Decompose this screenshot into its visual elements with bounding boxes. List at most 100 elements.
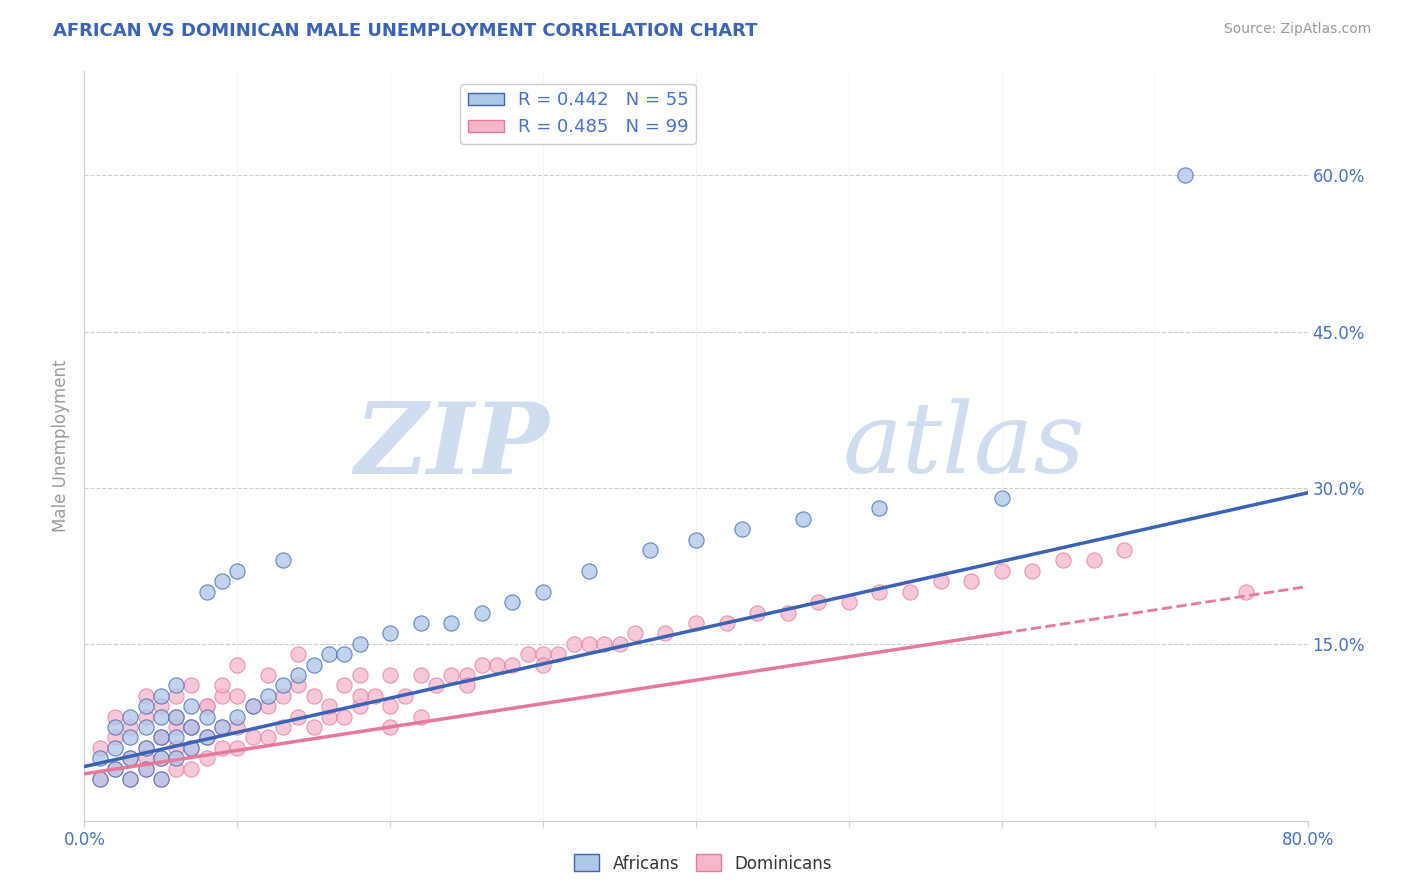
Point [654, 626, 676, 640]
Point [242, 731, 264, 745]
Point [120, 720, 142, 734]
Point [226, 689, 249, 703]
Point [180, 678, 202, 692]
Point [242, 699, 264, 714]
Point [531, 647, 554, 661]
Point [257, 668, 280, 682]
Point [349, 668, 371, 682]
Point [287, 647, 309, 661]
Point [211, 689, 233, 703]
Point [89, 751, 111, 765]
Point [638, 543, 661, 558]
Point [135, 762, 157, 776]
Point [165, 689, 187, 703]
Point [149, 772, 172, 786]
Point [380, 626, 402, 640]
Point [149, 731, 172, 745]
Point [149, 731, 172, 745]
Text: AFRICAN VS DOMINICAN MALE UNEMPLOYMENT CORRELATION CHART: AFRICAN VS DOMINICAN MALE UNEMPLOYMENT C… [53, 22, 758, 40]
Point [409, 615, 432, 630]
Point [226, 720, 249, 734]
Point [1052, 553, 1074, 567]
Point [120, 772, 142, 786]
Point [440, 668, 463, 682]
Point [456, 678, 478, 692]
Point [165, 751, 187, 765]
Point [547, 647, 569, 661]
Point [287, 678, 309, 692]
Point [211, 678, 233, 692]
Point [195, 731, 218, 745]
Point [624, 626, 647, 640]
Point [226, 657, 249, 672]
Point [257, 699, 280, 714]
Point [502, 657, 524, 672]
Point [898, 584, 921, 599]
Point [242, 699, 264, 714]
Point [135, 699, 157, 714]
Point [211, 720, 233, 734]
Point [349, 637, 371, 651]
Point [104, 762, 127, 776]
Point [516, 647, 538, 661]
Point [120, 709, 142, 723]
Point [486, 657, 509, 672]
Text: atlas: atlas [842, 399, 1085, 493]
Point [104, 731, 127, 745]
Point [149, 709, 172, 723]
Point [991, 564, 1014, 578]
Point [792, 512, 814, 526]
Point [869, 501, 891, 516]
Point [302, 657, 325, 672]
Point [271, 678, 294, 692]
Point [180, 720, 202, 734]
Point [807, 595, 830, 609]
Point [578, 637, 600, 651]
Point [165, 709, 187, 723]
Point [471, 606, 494, 620]
Point [149, 699, 172, 714]
Point [1083, 553, 1105, 567]
Point [104, 709, 127, 723]
Point [318, 699, 340, 714]
Point [135, 751, 157, 765]
Point [302, 689, 325, 703]
Point [226, 564, 249, 578]
Point [165, 678, 187, 692]
Point [562, 637, 585, 651]
Point [991, 491, 1014, 505]
Legend: R = 0.442   N = 55, R = 0.485   N = 99: R = 0.442 N = 55, R = 0.485 N = 99 [460, 84, 696, 144]
Point [135, 709, 157, 723]
Point [287, 668, 309, 682]
Y-axis label: Male Unemployment: Male Unemployment [52, 359, 70, 533]
Point [165, 762, 187, 776]
Point [104, 762, 127, 776]
Point [195, 699, 218, 714]
Point [195, 584, 218, 599]
Point [593, 637, 616, 651]
Point [135, 740, 157, 755]
Point [257, 689, 280, 703]
Text: Source: ZipAtlas.com: Source: ZipAtlas.com [1223, 22, 1371, 37]
Point [380, 699, 402, 714]
Point [394, 689, 416, 703]
Point [104, 720, 127, 734]
Point [776, 606, 799, 620]
Point [578, 564, 600, 578]
Point [531, 657, 554, 672]
Point [409, 709, 432, 723]
Point [180, 762, 202, 776]
Point [149, 731, 172, 745]
Point [257, 731, 280, 745]
Point [89, 772, 111, 786]
Point [165, 731, 187, 745]
Point [333, 678, 356, 692]
Point [165, 720, 187, 734]
Point [180, 699, 202, 714]
Point [456, 668, 478, 682]
Point [149, 751, 172, 765]
Point [226, 740, 249, 755]
Point [135, 689, 157, 703]
Point [149, 751, 172, 765]
Point [471, 657, 494, 672]
